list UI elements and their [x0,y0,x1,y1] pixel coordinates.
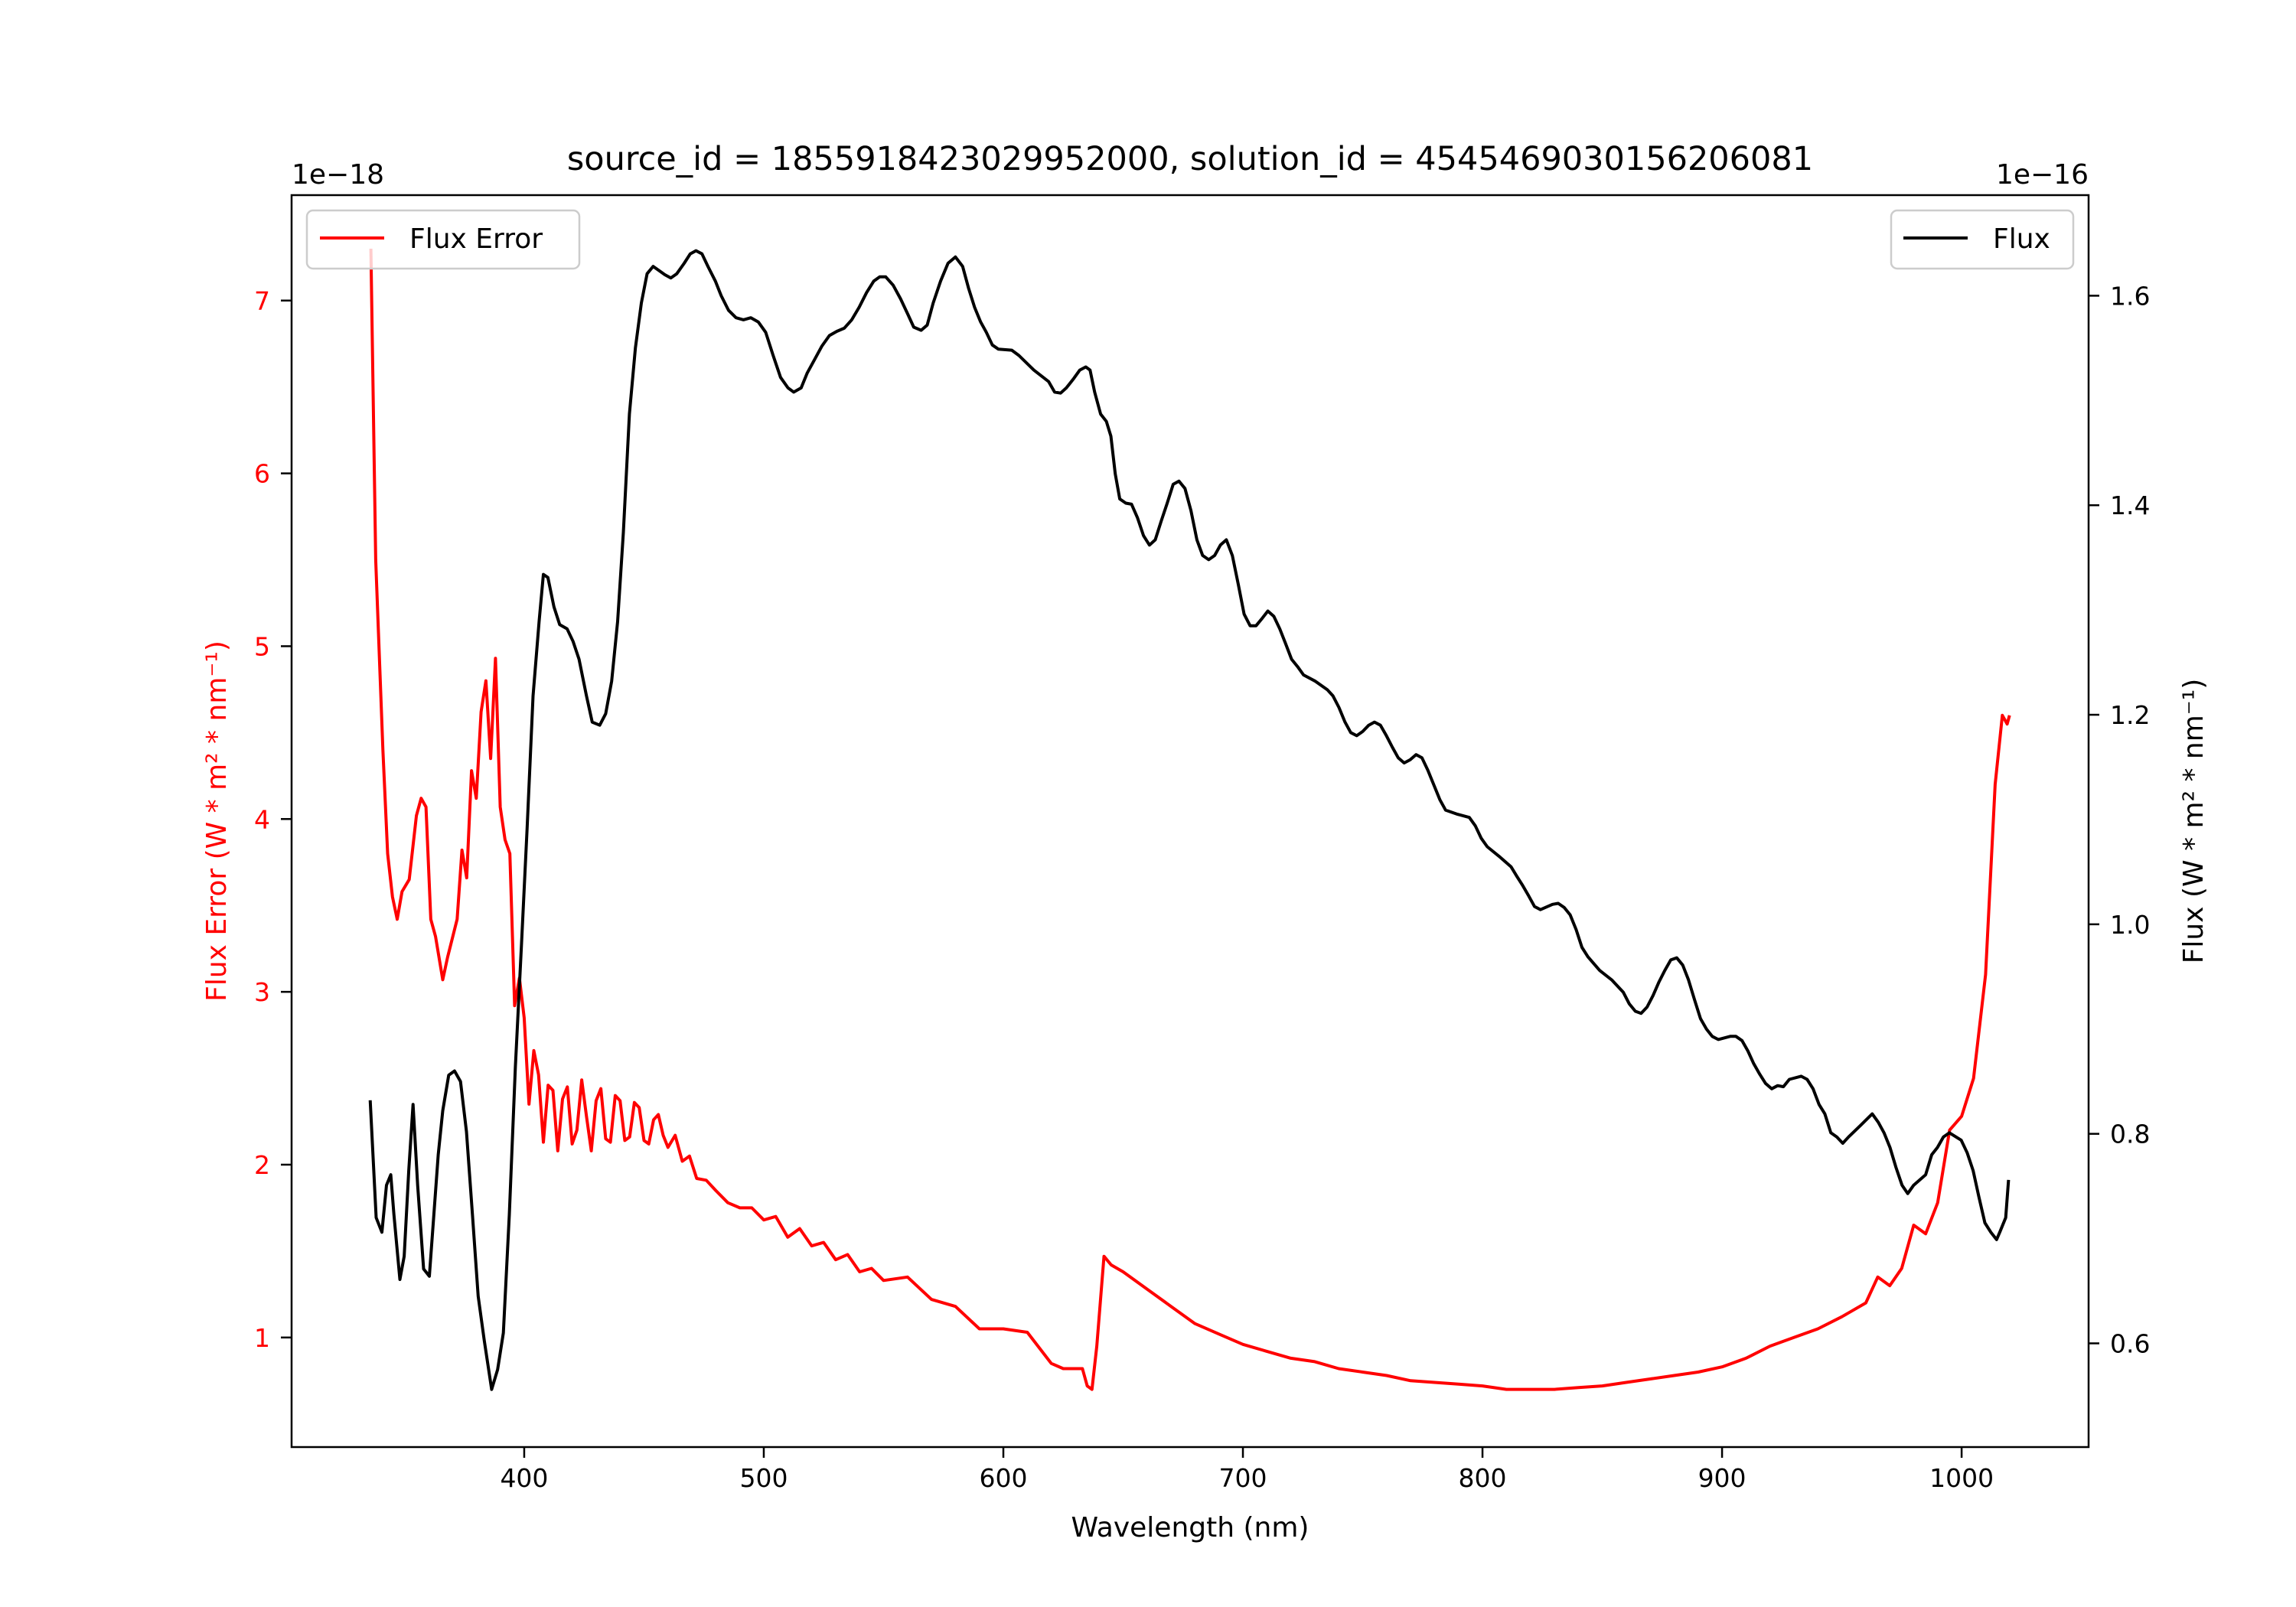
x-tick-label: 800 [1459,1463,1507,1493]
x-tick-label: 400 [500,1463,548,1493]
legend-flux: Flux [1890,209,2075,270]
right-offset-label: 1e−16 [1996,159,2089,191]
right-y-tick-label: 0.8 [2110,1120,2150,1149]
left-y-tick-label: 6 [254,459,270,489]
left-offset-label: 1e−18 [292,159,384,191]
x-tick-label: 900 [1698,1463,1746,1493]
right-y-tick-label: 1.0 [2110,910,2150,940]
x-tick-label: 700 [1219,1463,1267,1493]
left-y-tick-label: 2 [254,1150,270,1180]
x-axis-label: Wavelength (nm) [1071,1512,1309,1543]
right-y-axis-label: Flux (W * m² * nm⁻¹) [2178,679,2210,964]
x-tick-label: 600 [979,1463,1027,1493]
x-tick-label: 500 [739,1463,788,1493]
legend-flux-label: Flux [1993,223,2050,255]
left-y-tick-label: 1 [254,1323,270,1353]
right-y-tick-label: 1.2 [2110,700,2150,730]
right-y-tick-label: 1.4 [2110,491,2150,520]
right-y-tick-label: 1.6 [2110,281,2150,311]
left-y-axis-label: Flux Error (W * m² * nm⁻¹) [201,641,233,1002]
right-y-tick-label: 0.6 [2110,1328,2150,1358]
legend-flux-error: Flux Error [305,209,581,270]
left-y-tick-label: 7 [254,286,270,316]
chart-title: source_id = 1855918423029952000, solutio… [567,140,1813,178]
left-y-tick-label: 4 [254,804,270,834]
series-line-flux [368,249,2011,1391]
series-line-flux-error [369,248,2011,1391]
left-y-tick-label: 5 [254,631,270,661]
plot-frame [290,194,2090,1449]
legend-flux-error-label: Flux Error [409,223,543,255]
left-y-tick-label: 3 [254,977,270,1007]
x-tick-label: 1000 [1929,1463,1994,1493]
